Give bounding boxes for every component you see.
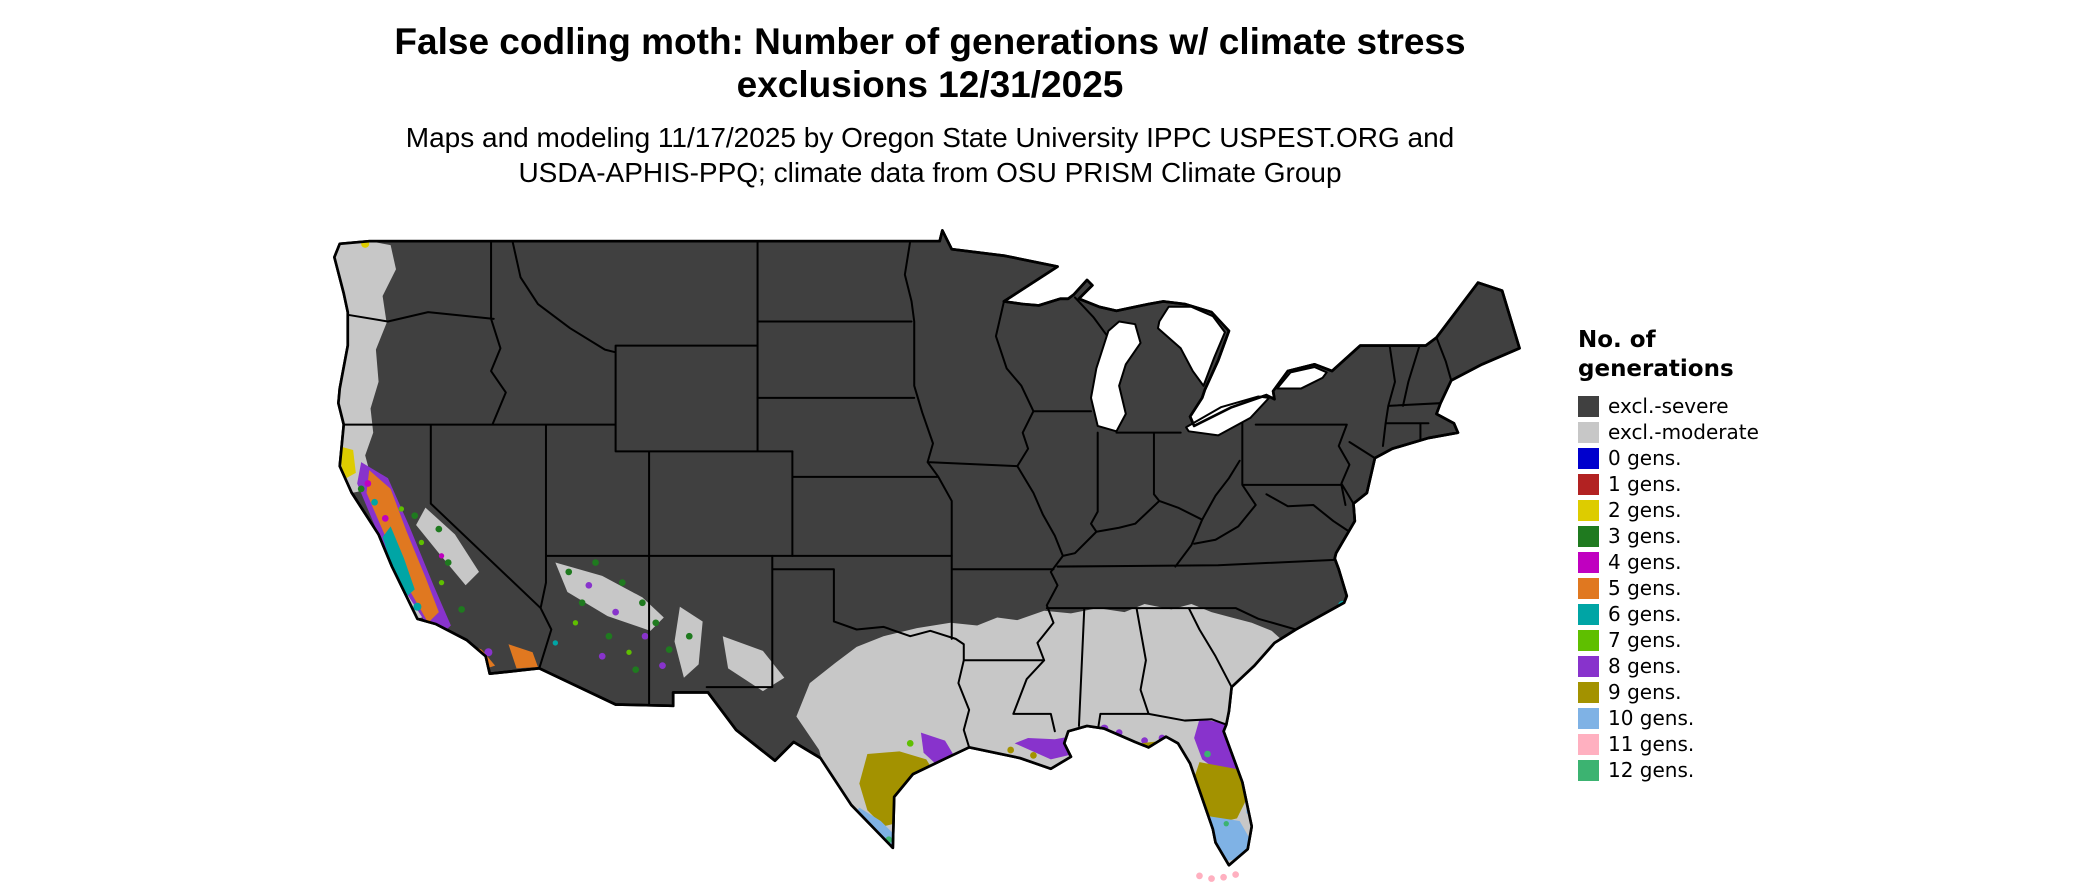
legend-swatch-excl-severe — [1578, 395, 1599, 417]
legend-item-gens-3: 3 gens. — [1578, 523, 1858, 549]
legend-title-line2: generations — [1578, 356, 1734, 382]
map-title-line2: exclusions 12/31/2025 — [736, 64, 1124, 105]
map-subtitle-line2: USDA-APHIS-PPQ; climate data from OSU PR… — [518, 157, 1342, 188]
legend-swatch-gens-8 — [1578, 655, 1599, 677]
legend-item-excl-moderate: excl.-moderate — [1578, 419, 1858, 445]
us-outline — [333, 229, 1521, 867]
legend-label-gens-5: 5 gens. — [1608, 575, 1682, 600]
lake-huron — [1156, 305, 1226, 387]
map-area — [321, 221, 1553, 884]
legend-label-gens-9: 9 gens. — [1608, 679, 1682, 704]
legend-label-gens-7: 7 gens. — [1608, 627, 1682, 652]
legend-title: No. of generations — [1578, 326, 1858, 384]
legend-label-gens-0: 0 gens. — [1608, 445, 1682, 470]
legend-item-gens-6: 6 gens. — [1578, 601, 1858, 627]
lake-ontario — [1276, 366, 1328, 390]
legend-swatch-gens-9 — [1578, 681, 1599, 703]
legend-item-excl-severe: excl.-severe — [1578, 393, 1858, 419]
state-borders — [342, 240, 1453, 749]
legend-label-gens-4: 4 gens. — [1608, 549, 1682, 574]
legend-label-excl-moderate: excl.-moderate — [1608, 419, 1759, 444]
legend-label-gens-10: 10 gens. — [1608, 705, 1695, 730]
legend-swatch-gens-7 — [1578, 629, 1599, 651]
legend-label-gens-11: 11 gens. — [1608, 731, 1695, 756]
legend-item-gens-11: 11 gens. — [1578, 731, 1858, 757]
legend-item-gens-7: 7 gens. — [1578, 627, 1858, 653]
legend-items: excl.-severe excl.-moderate 0 gens. 1 gens.… — [1578, 393, 1858, 783]
state-borders-new-england — [1381, 336, 1453, 448]
map-subtitle-line1: Maps and modeling 11/17/2025 by Oregon S… — [405, 122, 1455, 153]
legend-item-gens-1: 1 gens. — [1578, 471, 1858, 497]
map-title-line1: False codling moth: Number of generation… — [394, 21, 1466, 62]
legend-label-gens-12: 12 gens. — [1608, 757, 1695, 782]
legend-item-gens-12: 12 gens. — [1578, 757, 1858, 783]
legend-swatch-gens-10 — [1578, 707, 1599, 729]
us-map — [333, 229, 1521, 882]
map-legend: No. of generations excl.-severe excl.-mod… — [1578, 326, 1858, 783]
lake-michigan — [1089, 320, 1142, 433]
legend-label-gens-3: 3 gens. — [1608, 523, 1682, 548]
legend-label-gens-8: 8 gens. — [1608, 653, 1682, 678]
map-title: False codling moth: Number of generation… — [0, 20, 1860, 106]
legend-title-line1: No. of — [1578, 327, 1656, 353]
legend-label-gens-2: 2 gens. — [1608, 497, 1682, 522]
state-borders-east — [1193, 418, 1376, 545]
state-borders-midwest — [994, 296, 1241, 733]
legend-label-excl-severe: excl.-severe — [1608, 393, 1729, 418]
legend-swatch-gens-1 — [1578, 473, 1599, 495]
great-lakes — [1089, 305, 1328, 437]
map-base-land — [333, 229, 1521, 867]
map-overlay-3-gens — [357, 485, 693, 674]
legend-item-gens-9: 9 gens. — [1578, 679, 1858, 705]
legend-swatch-gens-0 — [1578, 447, 1599, 469]
legend-swatch-gens-12 — [1578, 759, 1599, 781]
state-borders-west — [342, 240, 953, 706]
legend-item-gens-2: 2 gens. — [1578, 497, 1858, 523]
legend-item-gens-0: 0 gens. — [1578, 445, 1858, 471]
legend-swatch-gens-5 — [1578, 577, 1599, 599]
legend-item-gens-4: 4 gens. — [1578, 549, 1858, 575]
legend-item-gens-8: 8 gens. — [1578, 653, 1858, 679]
map-overlay-11-gens-keys — [1196, 871, 1239, 882]
legend-item-gens-10: 10 gens. — [1578, 705, 1858, 731]
lake-erie — [1185, 395, 1271, 437]
legend-swatch-excl-moderate — [1578, 421, 1599, 443]
legend-swatch-gens-3 — [1578, 525, 1599, 547]
state-borders-plains — [705, 240, 1055, 749]
legend-swatch-gens-4 — [1578, 551, 1599, 573]
map-subtitle: Maps and modeling 11/17/2025 by Oregon S… — [0, 120, 1860, 190]
legend-item-gens-5: 5 gens. — [1578, 575, 1858, 601]
legend-swatch-gens-6 — [1578, 603, 1599, 625]
state-borders-south — [1045, 518, 1336, 733]
legend-swatch-gens-2 — [1578, 499, 1599, 521]
legend-label-gens-1: 1 gens. — [1608, 471, 1682, 496]
legend-label-gens-6: 6 gens. — [1608, 601, 1682, 626]
legend-swatch-gens-11 — [1578, 733, 1599, 755]
